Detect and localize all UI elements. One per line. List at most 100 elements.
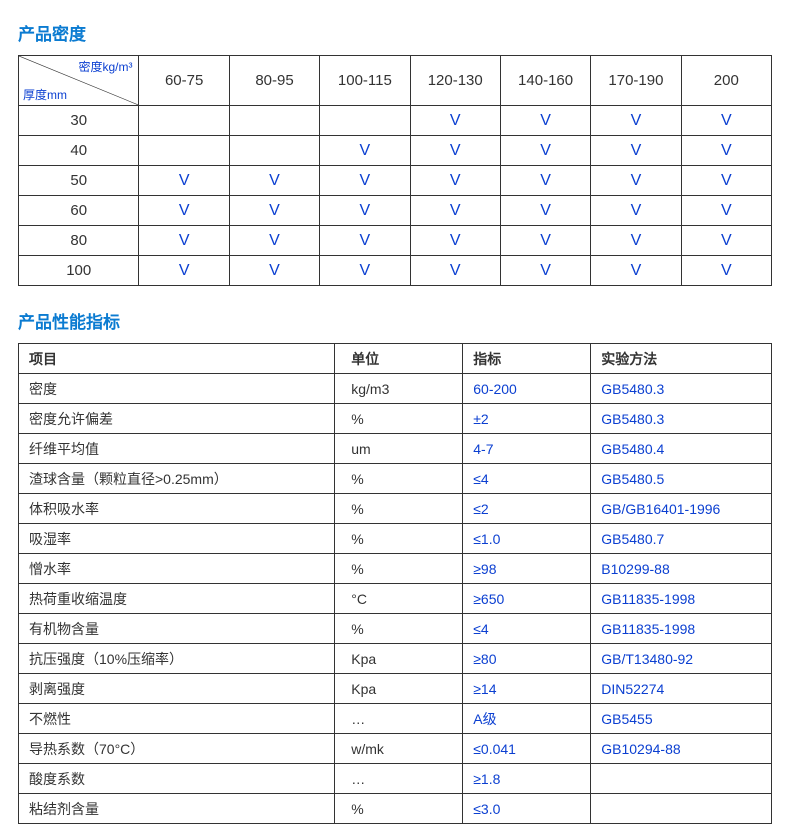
spec-cell-item: 密度: [19, 374, 335, 404]
spec-cell-method: GB/GB16401-1996: [591, 494, 772, 524]
section-title-density: 产品密度: [18, 20, 772, 45]
density-cell: V: [320, 226, 410, 256]
spec-cell-method: GB/T13480-92: [591, 644, 772, 674]
density-row-header: 40: [19, 136, 139, 166]
density-row-header: 30: [19, 106, 139, 136]
density-cell: V: [410, 136, 500, 166]
spec-cell-item: 抗压强度（10%压缩率）: [19, 644, 335, 674]
density-cell: V: [500, 136, 590, 166]
density-header-top-label: 密度kg/m³: [78, 58, 132, 75]
density-cell: [229, 106, 319, 136]
density-cell: V: [591, 196, 681, 226]
density-diagonal-header: 密度kg/m³ 厚度mm: [19, 56, 139, 106]
spec-cell-unit: %: [335, 524, 463, 554]
density-cell: V: [410, 226, 500, 256]
density-cell: [229, 136, 319, 166]
density-row: 50VVVVVVV: [19, 166, 772, 196]
spec-cell-value: ≤3.0: [463, 794, 591, 824]
spec-header-value: 指标: [463, 344, 591, 374]
spec-row: 纤维平均值um4-7GB5480.4: [19, 434, 772, 464]
spec-cell-method: GB11835-1998: [591, 614, 772, 644]
spec-cell-value: 60-200: [463, 374, 591, 404]
density-cell: V: [681, 256, 771, 286]
spec-cell-unit: …: [335, 764, 463, 794]
density-row: 60VVVVVVV: [19, 196, 772, 226]
spec-cell-item: 不燃性: [19, 704, 335, 734]
spec-cell-unit: %: [335, 464, 463, 494]
spec-cell-method: B10299-88: [591, 554, 772, 584]
density-cell: V: [681, 226, 771, 256]
density-cell: V: [681, 196, 771, 226]
density-table: 密度kg/m³ 厚度mm 60-7580-95100-115120-130140…: [18, 55, 772, 286]
spec-cell-item: 吸湿率: [19, 524, 335, 554]
density-cell: V: [681, 166, 771, 196]
spec-cell-unit: %: [335, 614, 463, 644]
density-col-header: 100-115: [320, 56, 410, 106]
spec-cell-unit: °C: [335, 584, 463, 614]
spec-cell-value: ≥650: [463, 584, 591, 614]
section-title-spec: 产品性能指标: [18, 308, 772, 333]
spec-row: 体积吸水率%≤2GB/GB16401-1996: [19, 494, 772, 524]
density-cell: V: [500, 166, 590, 196]
density-cell: V: [410, 196, 500, 226]
density-cell: [320, 106, 410, 136]
density-col-header: 200: [681, 56, 771, 106]
density-cell: V: [500, 256, 590, 286]
spec-row: 密度kg/m360-200GB5480.3: [19, 374, 772, 404]
spec-cell-method: GB10294-88: [591, 734, 772, 764]
spec-row: 热荷重收缩温度°C≥650GB11835-1998: [19, 584, 772, 614]
density-cell: V: [139, 256, 229, 286]
spec-cell-item: 有机物含量: [19, 614, 335, 644]
density-header-row: 密度kg/m³ 厚度mm 60-7580-95100-115120-130140…: [19, 56, 772, 106]
density-cell: V: [591, 166, 681, 196]
density-cell: V: [591, 226, 681, 256]
spec-cell-method: GB11835-1998: [591, 584, 772, 614]
spec-cell-method: DIN52274: [591, 674, 772, 704]
density-cell: V: [320, 256, 410, 286]
spec-row: 剥离强度Kpa≥14DIN52274: [19, 674, 772, 704]
spec-cell-item: 渣球含量（颗粒直径>0.25mm）: [19, 464, 335, 494]
density-cell: [139, 136, 229, 166]
spec-cell-unit: %: [335, 794, 463, 824]
spec-cell-unit: w/mk: [335, 734, 463, 764]
spec-row: 渣球含量（颗粒直径>0.25mm）%≤4GB5480.5: [19, 464, 772, 494]
spec-tbody: 密度kg/m360-200GB5480.3密度允许偏差%±2GB5480.3纤维…: [19, 374, 772, 824]
density-row-header: 80: [19, 226, 139, 256]
density-cell: V: [410, 166, 500, 196]
spec-cell-value: ≥98: [463, 554, 591, 584]
density-cell: V: [320, 166, 410, 196]
spec-cell-item: 剥离强度: [19, 674, 335, 704]
density-cell: V: [591, 256, 681, 286]
density-cell: V: [681, 136, 771, 166]
spec-cell-item: 粘结剂含量: [19, 794, 335, 824]
spec-cell-unit: kg/m3: [335, 374, 463, 404]
spec-cell-method: GB5480.7: [591, 524, 772, 554]
density-row: 30VVVV: [19, 106, 772, 136]
density-cell: V: [320, 136, 410, 166]
spec-cell-method: GB5480.3: [591, 374, 772, 404]
spec-cell-value: ≤4: [463, 464, 591, 494]
spec-cell-method: GB5480.5: [591, 464, 772, 494]
spec-cell-value: ≤2: [463, 494, 591, 524]
density-cell: V: [500, 226, 590, 256]
spec-cell-unit: %: [335, 404, 463, 434]
spec-cell-method: GB5480.4: [591, 434, 772, 464]
density-cell: V: [139, 226, 229, 256]
spec-header-method: 实验方法: [591, 344, 772, 374]
spec-row: 酸度系数…≥1.8: [19, 764, 772, 794]
density-cell: V: [500, 196, 590, 226]
density-cell: V: [410, 256, 500, 286]
spec-cell-method: GB5480.3: [591, 404, 772, 434]
spec-cell-item: 密度允许偏差: [19, 404, 335, 434]
density-row-header: 50: [19, 166, 139, 196]
density-col-header: 60-75: [139, 56, 229, 106]
density-cell: [139, 106, 229, 136]
density-cell: V: [320, 196, 410, 226]
spec-cell-value: ≤1.0: [463, 524, 591, 554]
density-header-bottom-label: 厚度mm: [23, 86, 67, 103]
spec-cell-method: GB5455: [591, 704, 772, 734]
density-col-header: 80-95: [229, 56, 319, 106]
spec-cell-unit: %: [335, 494, 463, 524]
spec-header-unit: 单位: [335, 344, 463, 374]
density-cell: V: [591, 136, 681, 166]
